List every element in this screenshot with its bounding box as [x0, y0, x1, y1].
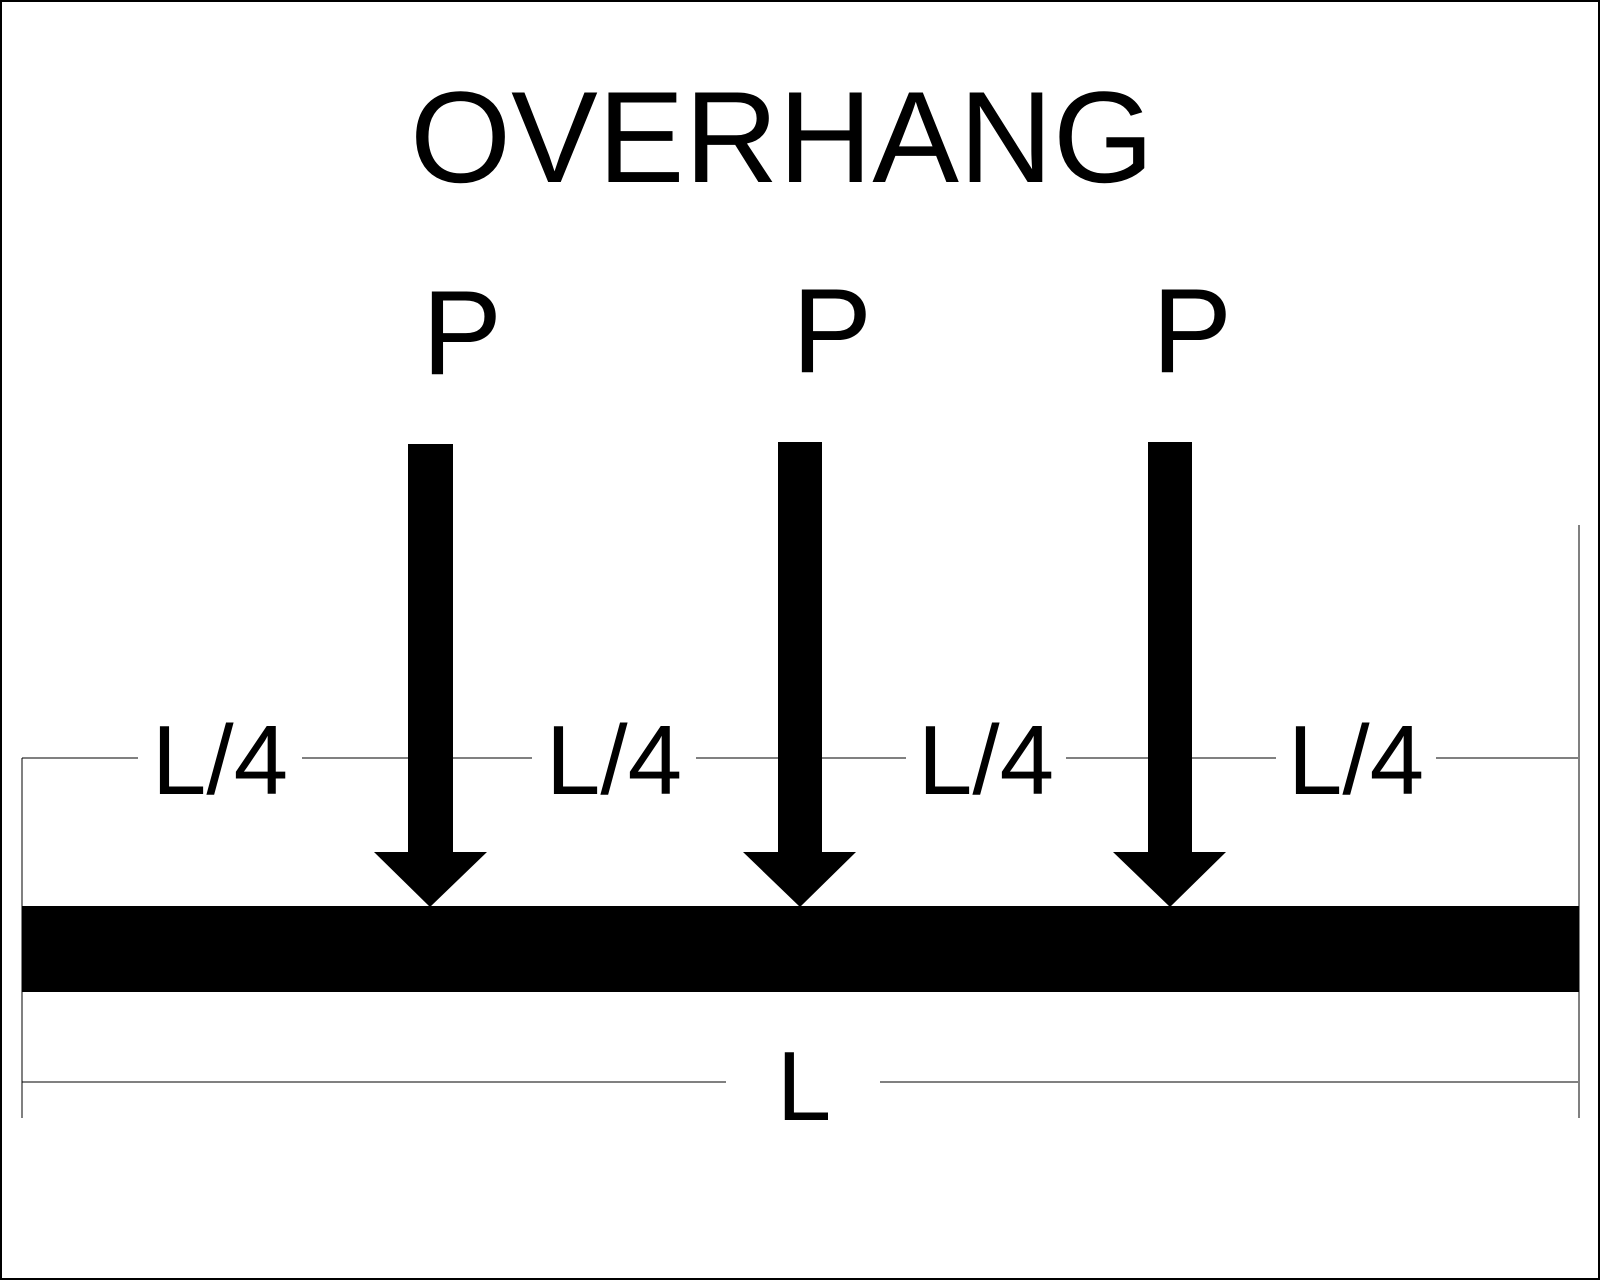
segment-label-4: L/4 [1288, 705, 1424, 815]
segment-label-1: L/4 [152, 705, 288, 815]
load-arrow-3 [1113, 442, 1226, 907]
load-label-3: P [1152, 264, 1232, 398]
load-label-2: P [792, 264, 872, 398]
load-arrow-1 [374, 444, 487, 907]
segment-label-2: L/4 [546, 705, 682, 815]
beam [22, 906, 1579, 992]
diagram-title: OVERHANG [410, 64, 1154, 210]
load-arrow-2 [743, 442, 856, 907]
load-label-1: P [422, 266, 502, 400]
total-length-label: L [777, 1031, 832, 1141]
segment-label-3: L/4 [918, 705, 1054, 815]
